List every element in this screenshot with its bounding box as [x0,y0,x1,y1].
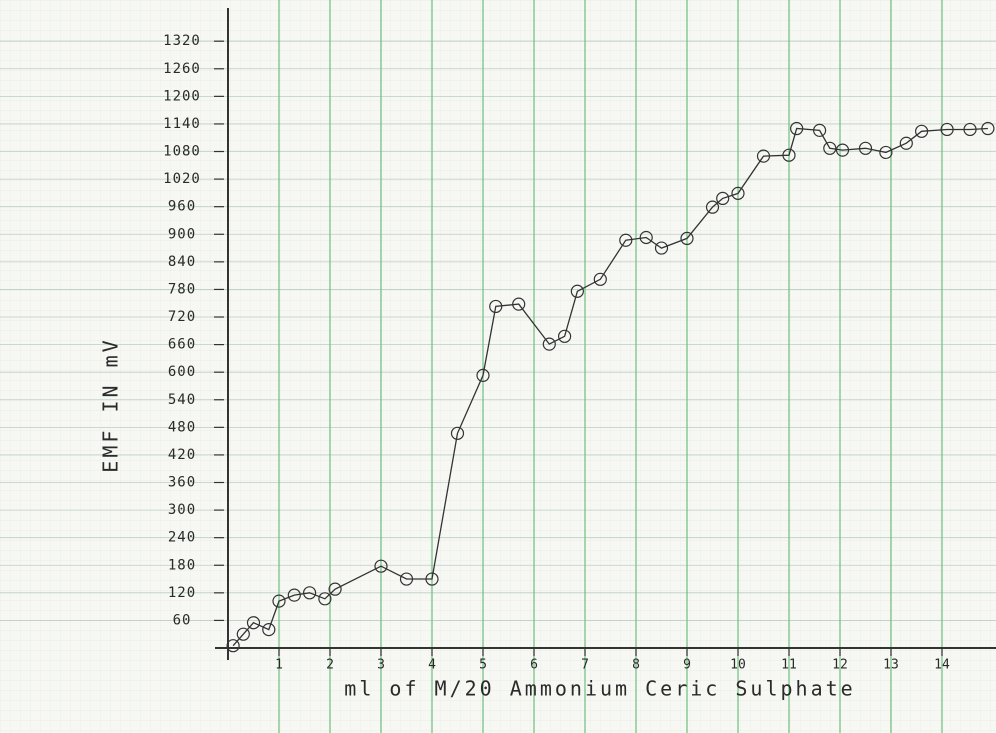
y-tick-label: 1200 [163,88,201,104]
x-tick-label: 10 [730,658,746,673]
x-tick-label: 13 [883,658,899,673]
y-tick-label: 720 [168,309,196,325]
x-tick-label: 11 [781,658,797,673]
y-tick-label: 780 [168,281,196,297]
y-tick-label: 1320 [163,33,201,49]
x-tick-label: 5 [479,658,487,673]
y-tick-label: 120 [168,585,196,601]
x-tick-label: 14 [934,658,950,673]
y-tick-label: 660 [168,337,196,353]
y-tick-label: 360 [168,475,196,491]
y-tick-label: 960 [168,199,196,215]
y-tick-label: 1260 [163,61,201,77]
y-tick-label: 1140 [163,116,201,132]
y-tick-label: 60 [173,612,192,628]
y-tick-label: 1080 [163,144,201,160]
x-tick-label: 9 [683,658,691,673]
y-tick-label: 600 [168,364,196,380]
x-tick-label: 1 [275,658,283,673]
y-axis-label: EMF IN mV [99,337,123,472]
graph-paper [0,0,996,733]
y-tick-label: 420 [168,447,196,463]
x-tick-label: 4 [428,658,436,673]
x-tick-label: 8 [632,658,640,673]
x-tick-label: 6 [530,658,538,673]
x-axis-label: ml of M/20 Ammonium Ceric Sulphate [344,677,855,701]
x-tick-label: 2 [326,658,334,673]
y-tick-label: 1020 [163,171,201,187]
y-tick-label: 300 [168,502,196,518]
y-tick-label: 480 [168,419,196,435]
x-tick-label: 7 [581,658,589,673]
y-tick-label: 840 [168,254,196,270]
page: {"chart_data": {"type": "line", "y_label… [0,0,996,733]
y-tick-label: 180 [168,557,196,573]
x-tick-label: 12 [832,658,848,673]
y-tick-label: 540 [168,392,196,408]
x-tick-label: 3 [377,658,385,673]
y-tick-label: 900 [168,226,196,242]
y-tick-label: 240 [168,530,196,546]
chart: 6012018024030036042048054060066072078084… [0,0,996,733]
